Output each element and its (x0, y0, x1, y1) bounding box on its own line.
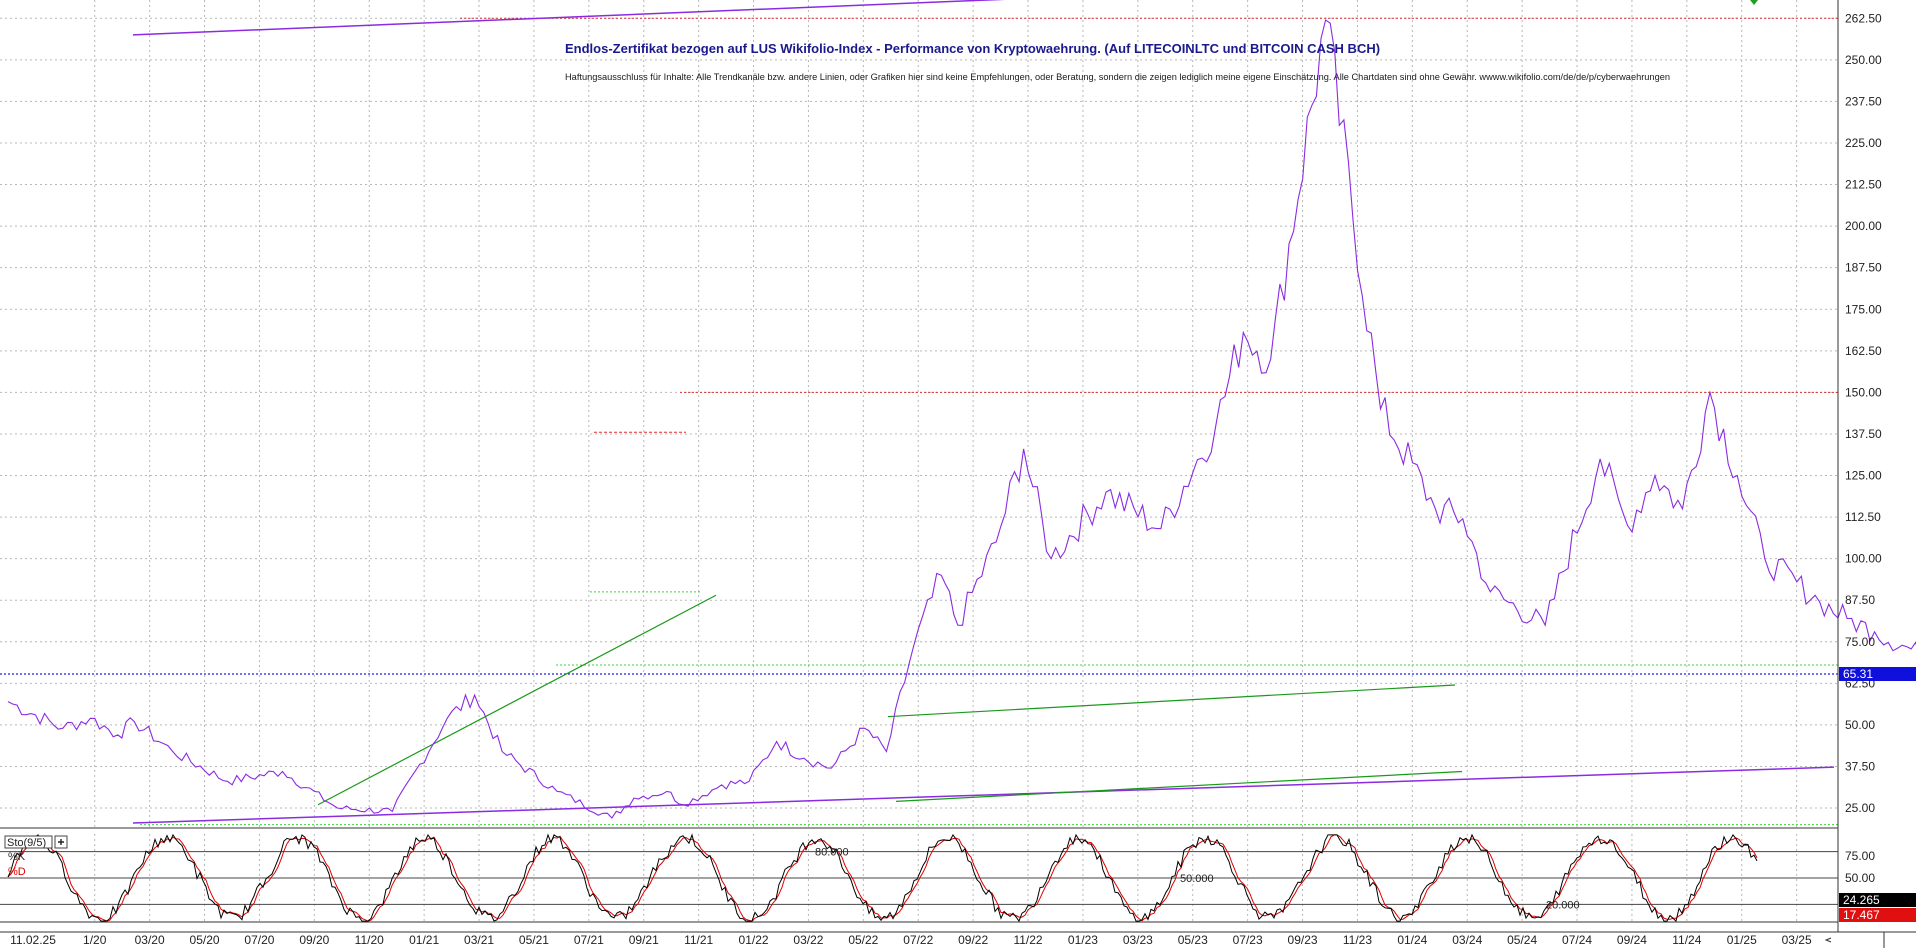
d-value-tag (1839, 908, 1916, 922)
indicator-labels: 80.000 50.000 20.000 Sto(9/5) %K %D (4, 835, 1580, 911)
y-tick-label: 87.50 (1845, 593, 1875, 607)
rising-trend-line (317, 594, 717, 806)
y-tick-label: 50.00 (1845, 718, 1875, 732)
price-line (7, 19, 1916, 819)
y-tick-label: 187.50 (1845, 261, 1882, 275)
indicator-title: Sto(9/5) (7, 837, 46, 849)
last-price-tag (1839, 667, 1916, 682)
x-tick-label: 05/22 (848, 933, 878, 947)
indicator-gridlines (0, 834, 1838, 922)
price-series (7, 19, 1916, 819)
main-y-tick-labels: 262.50 250.00 237.50 225.00 212.50 200.00 187.… (1845, 11, 1882, 815)
level-label: 50.000 (1180, 873, 1214, 885)
level-label: 20.000 (1546, 899, 1580, 911)
x-tick-label: 11.02.25 (10, 933, 56, 947)
stoch-k-line (7, 833, 1758, 923)
y-tick-label: 75.00 (1845, 635, 1875, 649)
x-tick-label: 03/25 (1782, 933, 1812, 947)
y-tick-label: 100.00 (1845, 552, 1882, 566)
marker-icon (1750, 0, 1758, 5)
x-tick-label: 07/20 (244, 933, 274, 947)
y-tick-label: 137.50 (1845, 427, 1882, 441)
chart-subtitle: Haftungsausschluss für Inhalte: Alle Tre… (565, 72, 1670, 82)
lower-trend-line (132, 766, 1835, 824)
y-tick-label: 262.50 (1845, 11, 1882, 25)
indicator-y-tick-label: 50.00 (1845, 871, 1875, 885)
y-tick-label: 112.50 (1845, 510, 1881, 524)
y-tick-label: 125.00 (1845, 469, 1882, 483)
y-tick-label: 212.50 (1845, 178, 1882, 192)
x-tick-label: 09/24 (1617, 933, 1647, 947)
indicator-y-tick-labels: 75.00 50.00 (1845, 849, 1875, 885)
indicator-lines (7, 833, 1758, 923)
x-tick-label: 03/21 (464, 933, 494, 947)
d-value: 17.467 (1843, 908, 1880, 922)
x-tick-labels: 11.02.25 1/20 03/20 05/20 07/20 09/20 11/20 01/… (10, 933, 1812, 947)
y-tick-label: 25.00 (1845, 801, 1875, 815)
level-label: 80.000 (815, 847, 849, 859)
y-tick-label: 150.00 (1845, 385, 1882, 399)
x-tick-label: 07/24 (1562, 933, 1592, 947)
x-tick-label: 05/23 (1178, 933, 1208, 947)
x-tick-label: 11/23 (1343, 933, 1372, 947)
k-value: 24.265 (1843, 893, 1880, 907)
trend-lines (132, 0, 1835, 824)
x-tick-label: 01/21 (409, 933, 439, 947)
indicator-title-box (4, 835, 53, 849)
x-tick-label: 09/22 (958, 933, 988, 947)
y-tick-label: 175.00 (1845, 302, 1882, 316)
last-price-value: 65.31 (1843, 667, 1873, 681)
x-tick-label: 11/21 (684, 933, 713, 947)
channel-bottom-line (895, 770, 1463, 802)
x-tick-label: 03/20 (135, 933, 165, 947)
x-tick-label: 01/25 (1727, 933, 1757, 947)
y-tick-label: 225.00 (1845, 136, 1882, 150)
x-tick-label: 1/20 (83, 933, 107, 947)
y-tick-label: 37.50 (1845, 759, 1875, 773)
x-tick-label: 11/22 (1013, 933, 1042, 947)
x-tick-label: 07/23 (1233, 933, 1263, 947)
indicator-y-tick-label: 75.00 (1845, 849, 1875, 863)
main-horizontal-levels (0, 17, 1838, 826)
channel-top-line (887, 684, 1456, 718)
x-tick-label: 11/20 (355, 933, 384, 947)
main-gridlines (0, 0, 1838, 828)
legend-k: %K (8, 851, 26, 863)
chart-title: Endlos-Zertifikat bezogen auf LUS Wikifo… (565, 41, 1380, 56)
x-tick-label: 05/20 (190, 933, 220, 947)
x-tick-label: 05/24 (1507, 933, 1537, 947)
x-tick-label: 05/21 (519, 933, 549, 947)
plus-icon (58, 839, 64, 845)
k-value-tag (1839, 893, 1916, 907)
x-tick-label: 01/23 (1068, 933, 1098, 947)
x-tick-label: 03/22 (793, 933, 823, 947)
x-tick-label: 11/24 (1672, 933, 1701, 947)
x-tick-label: 07/22 (903, 933, 933, 947)
y-tick-label: 162.50 (1845, 344, 1882, 358)
x-tick-label: 09/23 (1288, 933, 1318, 947)
upper-trend-line (132, 0, 1006, 36)
x-tick-label: 01/22 (739, 933, 769, 947)
y-tick-label: 250.00 (1845, 53, 1882, 67)
x-tick-label: 07/21 (574, 933, 604, 947)
x-tick-label: 01/24 (1397, 933, 1427, 947)
x-tick-label: 03/24 (1452, 933, 1482, 947)
legend-d: %D (8, 866, 26, 878)
y-tick-label: 200.00 (1845, 219, 1882, 233)
x-tick-label: 09/20 (299, 933, 329, 947)
x-tick-label: 09/21 (629, 933, 659, 947)
scroll-left-icon (1824, 937, 1832, 943)
x-tick-label: 03/23 (1123, 933, 1153, 947)
y-tick-label: 237.50 (1845, 94, 1882, 108)
